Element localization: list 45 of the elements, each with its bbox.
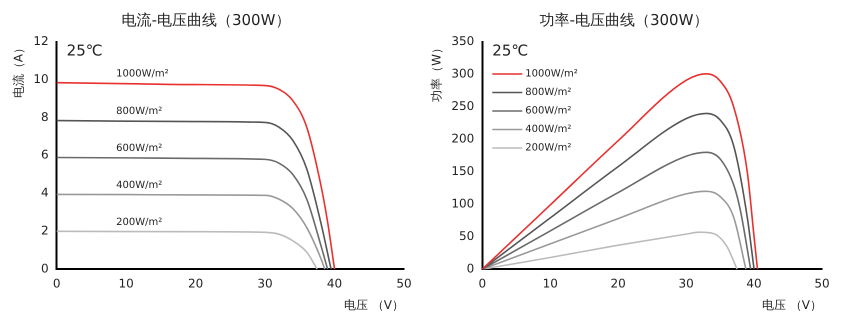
x-tick-label: 50 <box>396 276 412 291</box>
y-tick-label: 200 <box>451 131 474 146</box>
x-tick-label: 20 <box>188 276 204 291</box>
x-tick-label: 30 <box>678 276 694 291</box>
y-tick-label: 0 <box>41 261 49 276</box>
x-tick-label: 50 <box>814 276 830 291</box>
x-tick-label: 40 <box>746 276 762 291</box>
x-axis-title: 电压 （V） <box>762 298 822 312</box>
x-axis-title: 电压 （V） <box>344 298 404 312</box>
legend-label: 400W/m² <box>525 124 572 136</box>
legend-label: 200W/m² <box>525 142 572 154</box>
x-tick-label: 40 <box>326 276 342 291</box>
y-tick-label: 12 <box>33 34 49 48</box>
y-tick-label: 50 <box>459 228 474 243</box>
y-axis-title: 电流（A） <box>11 42 26 98</box>
series-label: 800W/m² <box>116 106 162 118</box>
annotation: 25℃ <box>66 41 103 60</box>
x-tick-label: 10 <box>118 276 134 291</box>
y-tick-label: 300 <box>451 66 474 81</box>
y-tick-label: 8 <box>41 110 49 124</box>
chart-title: 功率-电压曲线（300W） <box>540 10 708 29</box>
x-tick-label: 20 <box>610 276 626 291</box>
legend-label: 800W/m² <box>525 87 572 98</box>
annotation: 25℃ <box>492 41 528 60</box>
y-tick-label: 2 <box>41 223 49 238</box>
x-tick-label: 30 <box>257 276 273 291</box>
series-label: 1000W/m² <box>116 68 169 80</box>
x-tick-label: 0 <box>478 276 486 291</box>
series-label: 600W/m² <box>116 143 162 154</box>
y-tick-label: 6 <box>41 148 49 162</box>
y-tick-label: 10 <box>33 72 49 86</box>
y-tick-label: 250 <box>451 99 474 114</box>
chart-title: 电流-电压曲线（300W） <box>122 10 290 29</box>
legend-label: 600W/m² <box>525 106 572 117</box>
legend-label: 1000W/m² <box>525 68 578 80</box>
series-label: 200W/m² <box>116 216 162 228</box>
series-label: 400W/m² <box>116 180 162 192</box>
y-axis-title: 功率（W） <box>429 42 444 102</box>
x-tick-label: 10 <box>542 276 558 291</box>
y-tick-label: 150 <box>451 164 474 178</box>
y-tick-label: 350 <box>451 34 474 48</box>
y-tick-label: 0 <box>466 261 474 276</box>
y-tick-label: 4 <box>41 186 49 200</box>
x-tick-label: 0 <box>52 276 60 291</box>
y-tick-label: 100 <box>451 196 474 210</box>
